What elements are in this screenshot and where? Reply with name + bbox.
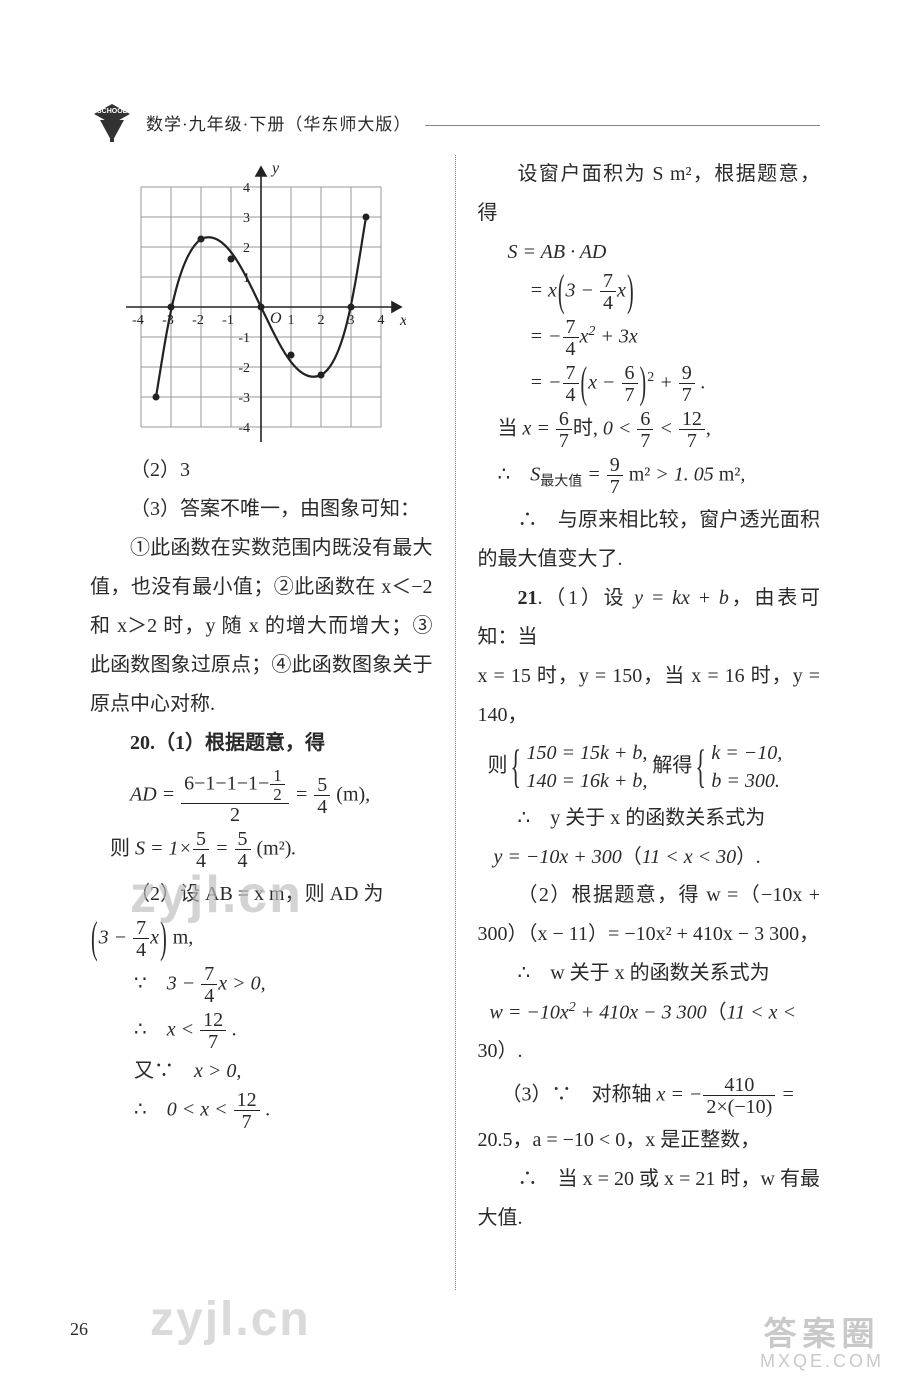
q21-part3-a: （3）∵ 对称轴 x = −4102×(−10) = xyxy=(502,1075,821,1117)
school-logo-icon: SCHOOL xyxy=(90,100,134,144)
svg-text:2: 2 xyxy=(243,241,250,256)
corner-badge: 答案圈 MXQE.COM xyxy=(760,1307,884,1372)
q20-part1-intro: 20.（1）根据题意，得 xyxy=(90,724,433,763)
page-number: 26 xyxy=(70,1319,88,1340)
math-therefore-2: ∴ 0 < x < 127 . xyxy=(134,1090,433,1132)
answer-3-intro: （3）答案不唯一，由图象可知： xyxy=(90,490,433,529)
page-header: SCHOOL 数学·九年级·下册（华东师大版） xyxy=(90,100,820,144)
svg-text:1: 1 xyxy=(288,313,295,328)
q21-part3-c: ∴ 当 x = 20 或 x = 21 时，w 有最大值. xyxy=(478,1160,821,1238)
y-relation-intro: ∴ y 关于 x 的函数关系式为 xyxy=(478,799,821,838)
svg-text:-4: -4 xyxy=(239,421,251,436)
eq-s-2: = x(3 − 74x) xyxy=(530,271,821,313)
sys-mid: 解得 xyxy=(652,755,692,777)
badge-line1: 答案圈 xyxy=(760,1307,884,1355)
eq-y: y = −10x + 300（11 < x < 30）. xyxy=(494,842,821,872)
math-since-1: ∵ 3 − 74x > 0, xyxy=(134,964,433,1006)
window-area-intro: 设窗户面积为 S m²，根据题意，得 xyxy=(478,155,821,233)
eq-w-cont: 30）. xyxy=(478,1032,821,1071)
conclusion: ∴ 与原来相比较，窗户透光面积的最大值变大了. xyxy=(478,501,821,579)
eq-when-x: 当 x = 67时, 0 < 67 < 127, xyxy=(498,409,821,451)
left-column: -4 -3 -2 -1 1 2 3 4 4 3 2 1 -1 -2 -3 -4 xyxy=(90,155,433,1290)
svg-text:-2: -2 xyxy=(192,313,204,328)
series-title: 数学·九年级·下册（华东师大版） xyxy=(146,110,411,135)
math-ad-equation: AD = 6−1−1−1−122 = 54 (m), xyxy=(130,767,433,825)
svg-text:O: O xyxy=(270,310,282,327)
svg-text:4: 4 xyxy=(378,313,385,328)
eq-s-4: = −74(x − 67)2 + 97 . xyxy=(530,363,821,405)
svg-text:y: y xyxy=(270,160,280,177)
svg-text:-3: -3 xyxy=(239,391,251,406)
eq-s-1: S = AB · AD xyxy=(508,237,821,267)
svg-text:3: 3 xyxy=(243,211,250,226)
svg-text:-4: -4 xyxy=(132,313,144,328)
eq-smax: ∴ S最大值 = 97 m² > 1. 05 m², xyxy=(498,455,821,497)
svg-text:SCHOOL: SCHOOL xyxy=(97,108,128,115)
q21-part3-b: 20.5，a = −10 < 0，x 是正整数， xyxy=(478,1121,821,1160)
column-divider xyxy=(455,155,456,1290)
system-eqs: 则 150 = 15k + b, 140 = 16k + b, 解得 k = −… xyxy=(488,739,821,795)
page: { "header": { "logo_text": "SCHOOL", "se… xyxy=(0,0,900,1390)
sys-prefix: 则 xyxy=(488,755,508,777)
content-columns: -4 -3 -2 -1 1 2 3 4 4 3 2 1 -1 -2 -3 -4 xyxy=(90,155,820,1290)
w-relation-intro: ∴ w 关于 x 的函数关系式为 xyxy=(478,954,821,993)
eq-s-3: = −74x2 + 3x xyxy=(530,317,821,359)
math-since-2: 又∵ x > 0, xyxy=(134,1056,433,1086)
svg-text:x: x xyxy=(399,312,406,329)
q21-part1: 21.（1）设 y = kx + b，由表可知：当 xyxy=(478,579,821,657)
svg-text:2: 2 xyxy=(318,313,325,328)
q21-part1-b: x = 15 时，y = 150，当 x = 16 时，y = 140， xyxy=(478,657,821,735)
right-column: 设窗户面积为 S m²，根据题意，得 S = AB · AD = x(3 − 7… xyxy=(478,155,821,1290)
header-rule xyxy=(425,125,820,126)
svg-text:-1: -1 xyxy=(222,313,234,328)
svg-text:-1: -1 xyxy=(239,331,251,346)
watermark-2: zyjl.cn xyxy=(150,1292,311,1347)
cubic-graph: -4 -3 -2 -1 1 2 3 4 4 3 2 1 -1 -2 -3 -4 xyxy=(116,157,406,447)
q20-label: 20.（1）根据题意，得 xyxy=(130,732,325,754)
answer-3-body: ①此函数在实数范围内既没有最大值，也没有最小值；②此函数在 x＜−2 和 x＞2… xyxy=(90,529,433,724)
badge-line2: MXQE.COM xyxy=(760,1351,884,1372)
answer-2: （2）3 xyxy=(90,451,433,490)
watermark-1: zyjl.cn xyxy=(130,865,303,925)
q21-part2: （2）根据题意，得 w =（−10x + 300）（x − 11）= −10x²… xyxy=(478,876,821,954)
math-therefore-1: ∴ x < 127 . xyxy=(134,1010,433,1052)
eq-w: w = −10x2 + 410x − 3 300（11 < x < xyxy=(490,997,821,1028)
svg-text:-2: -2 xyxy=(239,361,251,376)
svg-text:4: 4 xyxy=(243,181,250,196)
